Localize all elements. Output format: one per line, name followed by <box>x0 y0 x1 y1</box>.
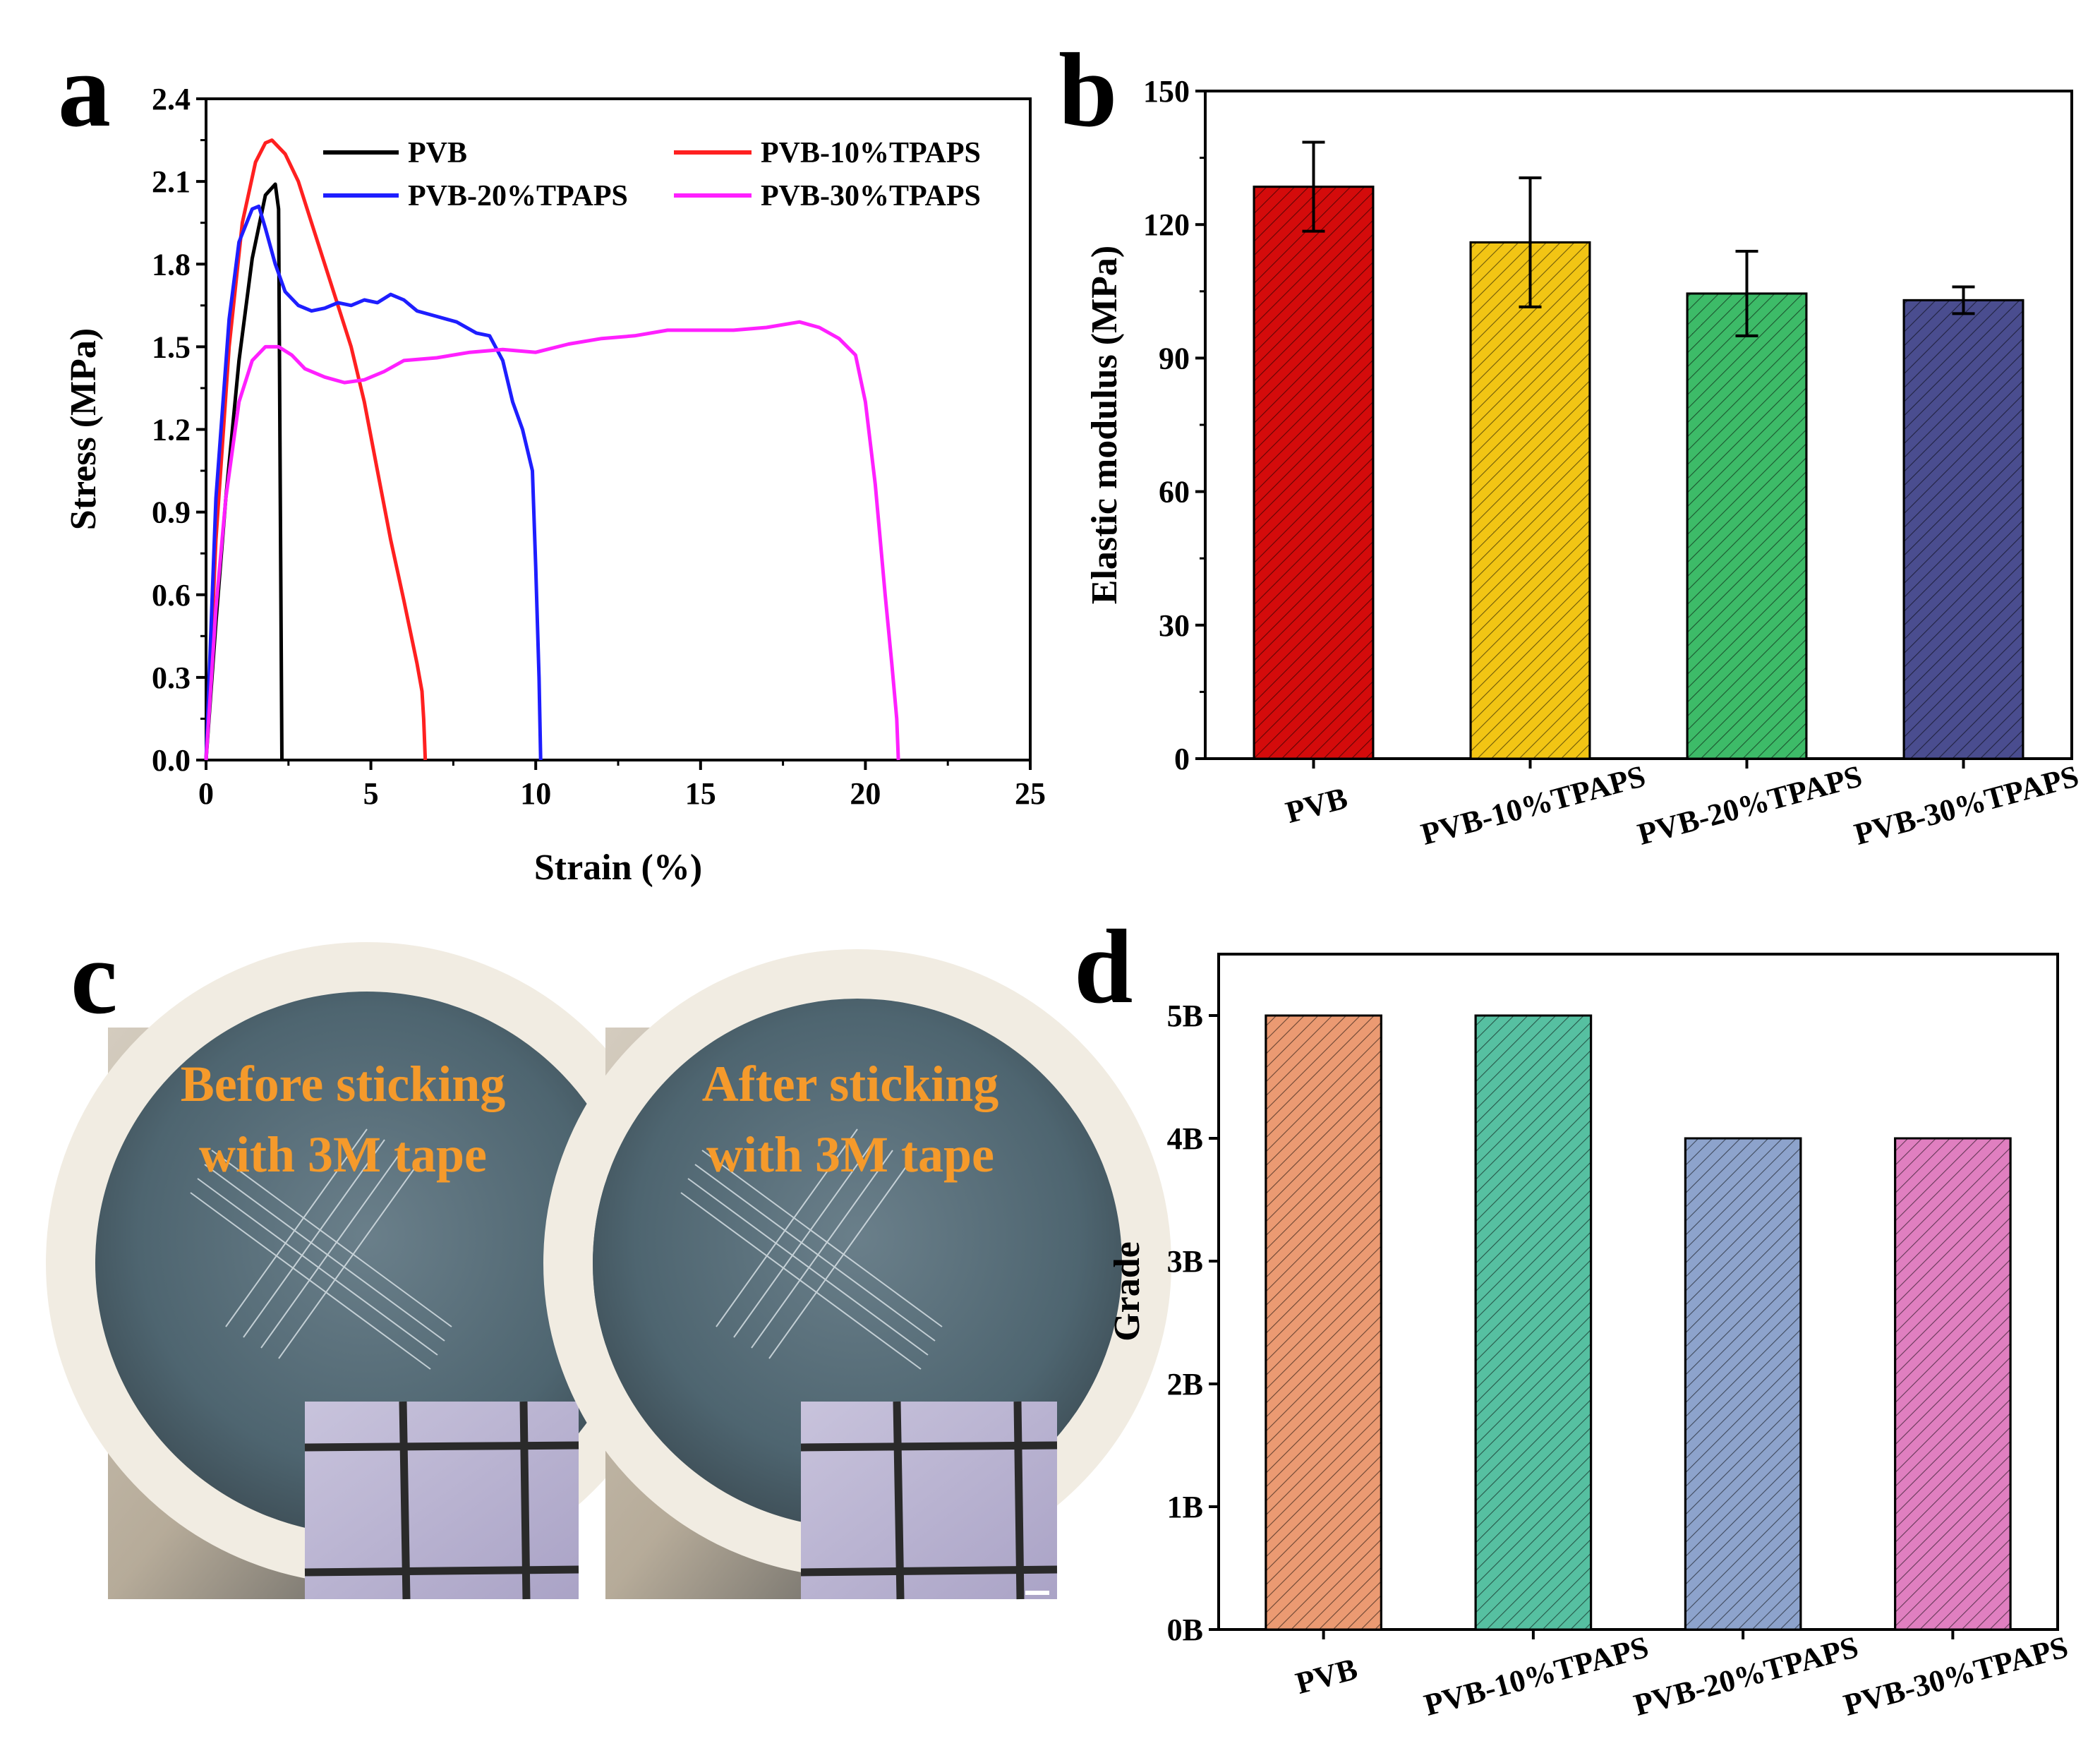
panel-b-bars <box>1253 140 2024 760</box>
x-tick-label: 10 <box>520 776 551 811</box>
panel-a-series <box>204 138 900 761</box>
panel-a-axes: 0.0 0.3 0.6 0.9 1.2 1.5 1.8 2.1 2.4 0 5 10 15 20 25 <box>152 82 1046 811</box>
panel-d-bars <box>1265 1014 2012 1631</box>
x-tick-label: PVB-30%TPAPS <box>1851 759 2082 852</box>
panel-a-y-axis-title: Stress (MPa) <box>64 328 104 530</box>
series-line-pvb-30-tpaps <box>204 320 900 761</box>
panel-b-bar-chart: b 0 30 60 90 120 150 PVB PVB-10%TPAPSPVB-20%TPA… <box>1058 32 2082 852</box>
bar-hatch-pvb-30-tpaps <box>1902 299 2024 760</box>
x-tick-label: PVB-10%TPAPS <box>1420 1629 1652 1723</box>
x-tick-label: 15 <box>685 776 716 811</box>
y-tick-label: 1.5 <box>152 330 191 364</box>
magnifier-lens-before <box>95 992 639 1535</box>
y-tick-label: 30 <box>1159 608 1190 643</box>
photo-before-caption-line2: with 3M tape <box>199 1126 487 1183</box>
y-tick-label: 0B <box>1167 1613 1203 1647</box>
panel-d-plot-frame <box>1217 953 2059 1631</box>
x-tick-label: 20 <box>850 776 881 811</box>
y-tick-label: 0 <box>1174 742 1190 776</box>
x-tick-label: PVB <box>1282 781 1351 830</box>
y-tick-label: 2B <box>1167 1367 1203 1402</box>
bar-hatch-pvb-10-tpaps <box>1474 1014 1593 1631</box>
x-tick-label: PVB-10%TPAPS <box>1418 759 1649 852</box>
photo-before-caption-line1: Before sticking <box>181 1056 506 1112</box>
y-tick-label: 120 <box>1143 207 1190 242</box>
bar-hatch-pvb-30-tpaps <box>1894 1137 2012 1631</box>
x-tick-label: PVB-30%TPAPS <box>1840 1629 2071 1723</box>
x-tick-label: PVB-20%TPAPS <box>1630 1629 1861 1723</box>
legend-label-pvb-20: PVB-20%TPAPS <box>408 180 628 212</box>
magnifier-lens-after <box>593 999 1122 1528</box>
y-tick-label: 0.0 <box>152 743 191 778</box>
panel-a-line-chart: a 0.00.30.60.91.21.51.82.12.40 5 10 15 20 25 … <box>58 32 1046 888</box>
y-tick-label: 1.8 <box>152 247 191 282</box>
x-tick-label: 5 <box>363 776 379 811</box>
panel-c-letter: c <box>71 919 118 1036</box>
y-tick-label: 90 <box>1159 341 1190 375</box>
y-tick-label: 0.3 <box>152 661 191 695</box>
legend-label-pvb-10: PVB-10%TPAPS <box>761 137 981 169</box>
y-tick-label: 60 <box>1159 475 1190 510</box>
y-tick-label: 0.9 <box>152 495 191 530</box>
panel-b-y-axis-title: Elastic modulus (MPa) <box>1085 246 1125 604</box>
y-tick-label: 0.6 <box>152 578 191 613</box>
micrograph-grid-after <box>800 1401 1058 1600</box>
panel-a-letter: a <box>58 32 111 149</box>
x-tick-label: 25 <box>1015 776 1046 811</box>
photo-after: After sticking with 3M tape <box>543 949 1171 1600</box>
scratch-grid-after <box>680 1128 943 1370</box>
panel-a-x-axis-title: Strain (%) <box>534 848 702 888</box>
panel-d-bar-chart: d 0B 1B 2B 3B 4B 5B PVB PVB-10%TPAPSPVB-20%TPAP… <box>1074 908 2072 1723</box>
panel-d-y-axis-title: Grade <box>1107 1241 1147 1342</box>
photo-after-caption-line2: with 3M tape <box>706 1126 994 1183</box>
bar-hatch-pvb <box>1265 1014 1382 1631</box>
micrograph-grid-before <box>304 1401 579 1600</box>
bar-hatch-pvb-20-tpaps <box>1686 292 1808 760</box>
panel-b-letter: b <box>1058 32 1117 149</box>
y-tick-label: 150 <box>1143 74 1190 109</box>
bar-hatch-pvb-20-tpaps <box>1684 1137 1802 1631</box>
y-tick-label: 2.4 <box>152 82 191 116</box>
y-tick-label: 4B <box>1167 1121 1203 1156</box>
bar-hatch-pvb <box>1253 186 1375 760</box>
panel-c-photos: c Before sticking <box>46 919 1171 1600</box>
legend-label-pvb: PVB <box>408 137 467 169</box>
series-line-pvb-10-tpaps <box>204 138 428 761</box>
y-tick-label: 2.1 <box>152 164 191 199</box>
photo-after-caption-line1: After sticking <box>702 1056 999 1112</box>
panel-d-letter: d <box>1074 908 1133 1025</box>
y-tick-label: 5B <box>1167 999 1203 1033</box>
bar-hatch-pvb-10-tpaps <box>1469 241 1591 760</box>
series-line-pvb-20-tpaps <box>204 204 543 761</box>
scale-bar <box>1025 1591 1049 1595</box>
y-tick-label: 3B <box>1167 1244 1203 1279</box>
x-tick-label: 0 <box>198 776 214 811</box>
y-tick-label: 1B <box>1167 1490 1203 1524</box>
scratch-grid-before <box>190 1128 452 1370</box>
legend-label-pvb-30: PVB-30%TPAPS <box>761 180 981 212</box>
x-tick-label: PVB-20%TPAPS <box>1634 759 1866 852</box>
y-tick-label: 1.2 <box>152 413 191 447</box>
x-tick-label: PVB <box>1292 1651 1361 1701</box>
panel-a-legend: PVB PVB-10%TPAPS PVB-20%TPAPS PVB-30%TPA… <box>323 137 981 212</box>
